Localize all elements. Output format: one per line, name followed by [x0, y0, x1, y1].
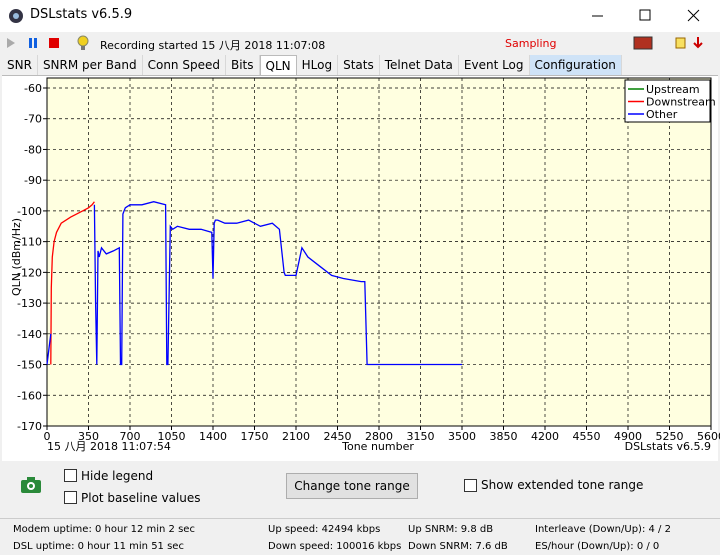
plot-baseline-checkbox[interactable]: [64, 491, 77, 504]
x-tick-label: 4550: [573, 430, 601, 443]
x-tick-label: 5600: [697, 430, 720, 443]
x-tick-label: 2450: [324, 430, 352, 443]
pause[interactable]: [29, 38, 32, 48]
close[interactable]: [687, 9, 700, 22]
window-title: DSLstats v6.5.9: [30, 7, 133, 22]
x-tick-label: 700: [120, 430, 141, 443]
chart: QLN (dBm/Hz) Tone number 15 八月 2018 11:0…: [10, 77, 720, 453]
status-item: DSL uptime: 0 hour 11 min 51 sec: [13, 541, 184, 552]
y-tick-label: -170: [17, 420, 42, 433]
title-icons: [9, 9, 700, 23]
hide-legend-checkbox[interactable]: [64, 469, 77, 482]
extended-checkbox[interactable]: [464, 479, 477, 492]
x-tick-label: 1400: [199, 430, 227, 443]
tab[interactable]: Telnet Data: [379, 55, 459, 76]
y-axis-label: QLN (dBm/Hz): [10, 218, 23, 296]
x-tick-label: 1750: [241, 430, 269, 443]
plot-baseline-label: Plot baseline values: [81, 491, 201, 505]
tab[interactable]: Stats: [338, 55, 380, 76]
recording-status: Recording started 15 八月 2018 11:07:08: [100, 39, 326, 52]
status-item: Down SNRM: 7.6 dB: [408, 541, 508, 552]
camera-icon[interactable]: [20, 476, 44, 496]
sampling-status: Sampling: [505, 37, 557, 50]
x-tick-label: 3850: [490, 430, 518, 443]
copy-icon[interactable]: [675, 37, 686, 49]
x-tick-label: 0: [44, 430, 51, 443]
tab[interactable]: HLog: [296, 55, 339, 76]
y-tick-label: -140: [17, 328, 42, 341]
series-line: [50, 201, 95, 365]
tab[interactable]: Conn Speed: [142, 55, 226, 76]
y-tick-label: -100: [17, 205, 42, 218]
x-tick-label: 3500: [448, 430, 476, 443]
toolbar-icons: [7, 35, 703, 50]
tab[interactable]: SNRM per Band: [37, 55, 143, 76]
y-tick-label: -110: [17, 236, 42, 249]
hide-legend-label: Hide legend: [81, 469, 154, 483]
x-tick-label: 350: [78, 430, 99, 443]
y-tick-label: -160: [17, 389, 42, 402]
version-label: DSLstats v6.5.9: [625, 440, 711, 453]
x-tick-label: 3150: [407, 430, 435, 443]
status-item: Interleave (Down/Up): 4 / 2: [535, 524, 671, 535]
chart-icon[interactable]: [633, 36, 653, 50]
status-item: Up speed: 42494 kbps: [268, 524, 381, 535]
status-divider: [0, 518, 720, 519]
y-tick-label: -150: [17, 359, 42, 372]
status-item: Modem uptime: 0 hour 12 min 2 sec: [13, 524, 195, 535]
y-tick-label: -60: [24, 82, 42, 95]
maximize[interactable]: [639, 9, 651, 21]
x-tick-label: 2800: [365, 430, 393, 443]
x-axis-label: Tone number: [341, 440, 414, 453]
legend-label: Downstream: [646, 96, 716, 109]
y-tick-label: -130: [17, 297, 42, 310]
x-tick-label: 4200: [531, 430, 559, 443]
y-tick-label: -70: [24, 113, 42, 126]
series-line: [46, 201, 462, 366]
tab[interactable]: Event Log: [458, 55, 530, 76]
x-tick-label: 4900: [614, 430, 642, 443]
change-tone-button[interactable]: Change tone range: [286, 473, 418, 499]
y-tick-label: -80: [24, 143, 42, 156]
x-tick-label: 2100: [282, 430, 310, 443]
extended-label: Show extended tone range: [481, 478, 644, 492]
tab[interactable]: SNR: [2, 55, 38, 76]
tab[interactable]: Bits: [225, 55, 260, 76]
timestamp: 15 八月 2018 11:07:54: [47, 440, 171, 453]
x-tick-label: 5250: [656, 430, 684, 443]
status-item: Up SNRM: 9.8 dB: [408, 524, 494, 535]
stop[interactable]: [49, 38, 59, 48]
hint[interactable]: [77, 35, 89, 47]
y-tick-label: -120: [17, 266, 42, 279]
y-tick-label: -90: [24, 174, 42, 187]
legend-label: Upstream: [646, 83, 700, 96]
save-icon[interactable]: [693, 37, 703, 49]
x-tick-label: 1050: [158, 430, 186, 443]
legend-label: Other: [646, 108, 678, 121]
tab[interactable]: QLN: [259, 55, 297, 76]
tab[interactable]: Configuration: [529, 55, 622, 76]
status-item: Down speed: 100016 kbps: [268, 541, 402, 552]
play[interactable]: [7, 38, 15, 48]
tab-bar: SNR SNRM per Band Conn Speed Bits QLN HLog Sta…: [2, 55, 622, 76]
status-item: ES/hour (Down/Up): 0 / 0: [535, 541, 660, 552]
